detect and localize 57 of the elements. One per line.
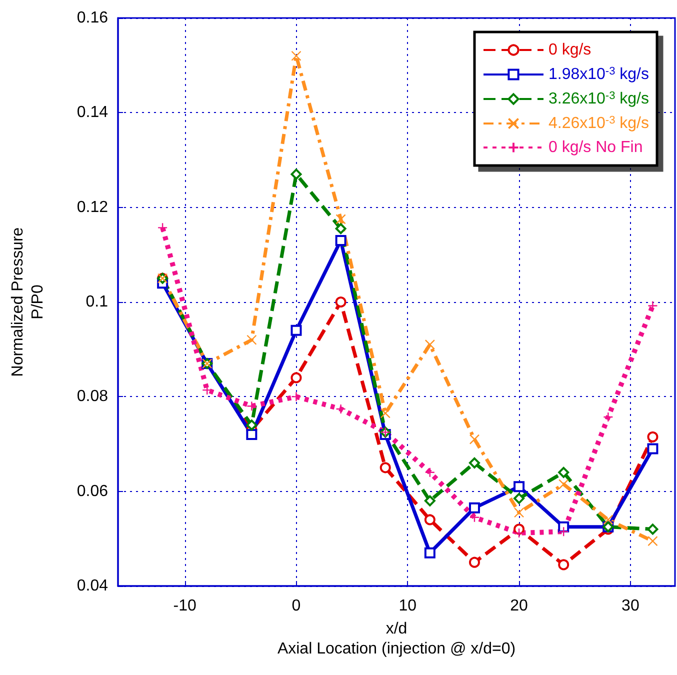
point	[468, 502, 480, 514]
point	[424, 340, 436, 350]
point	[335, 234, 346, 246]
y-tick-label: 0.1	[86, 294, 108, 310]
point	[335, 223, 346, 234]
legend-label: 0 kg/s No Fin	[548, 139, 643, 156]
point	[246, 401, 257, 412]
point	[424, 467, 436, 478]
point	[648, 536, 658, 546]
x-axis-title: x/d Axial Location (injection @ x/d=0)	[277, 620, 516, 658]
x-tick-label: 30	[622, 598, 640, 614]
point	[246, 429, 258, 440]
point	[468, 556, 480, 568]
point	[647, 443, 658, 454]
y-tick-label: 0.16	[76, 10, 108, 26]
point	[380, 462, 391, 474]
point	[647, 524, 658, 535]
point	[291, 392, 302, 402]
point	[558, 479, 569, 490]
point	[424, 547, 436, 558]
x-tick-label: 0	[292, 598, 301, 614]
point	[558, 526, 569, 537]
point	[514, 528, 524, 538]
point	[380, 408, 390, 418]
x-tick-label: 10	[398, 598, 417, 614]
point	[335, 296, 346, 308]
point	[291, 50, 302, 61]
x-tick-label: 20	[510, 598, 528, 614]
point	[514, 492, 525, 504]
point	[558, 466, 570, 478]
point	[246, 420, 258, 431]
point	[424, 495, 436, 506]
point	[469, 512, 480, 522]
point	[603, 412, 614, 422]
point	[290, 168, 302, 180]
y-tick-label: 0.12	[76, 198, 108, 216]
point	[290, 372, 302, 384]
legend-label: 0 kg/s	[548, 42, 592, 58]
y-tick-label: 0.06	[76, 482, 108, 500]
point	[336, 214, 346, 224]
point	[514, 508, 524, 518]
point	[157, 222, 168, 233]
y-tick-label: 0.14	[76, 104, 108, 122]
point	[336, 404, 346, 414]
point	[647, 431, 658, 442]
y-axis-title: Normalized Pressure P/P0	[10, 227, 46, 377]
point	[514, 481, 525, 492]
point	[558, 559, 570, 570]
point	[246, 334, 257, 345]
point	[603, 514, 614, 525]
point	[468, 457, 480, 468]
y-tick-label: 0.08	[76, 388, 108, 406]
point	[290, 324, 302, 336]
x-tick-label: -10	[173, 598, 197, 614]
point	[424, 514, 436, 526]
point	[469, 434, 480, 444]
y-tick-label: 0.04	[76, 578, 108, 594]
